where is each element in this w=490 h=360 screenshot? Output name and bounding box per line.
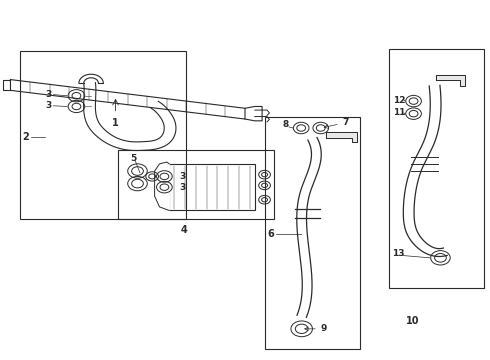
Polygon shape [436, 75, 465, 86]
Text: 7: 7 [324, 118, 349, 128]
Text: 10: 10 [406, 316, 419, 326]
Polygon shape [10, 80, 245, 119]
Polygon shape [326, 132, 357, 142]
Polygon shape [155, 162, 169, 211]
Text: 4: 4 [180, 225, 187, 235]
Text: 12: 12 [393, 95, 406, 104]
Text: 3: 3 [179, 172, 185, 181]
Bar [20, 51, 186, 220]
Text: 6: 6 [267, 229, 274, 239]
Text: 2: 2 [23, 132, 29, 142]
Bar [118, 149, 274, 220]
Text: 1: 1 [112, 118, 119, 128]
Text: 3: 3 [179, 183, 185, 192]
Text: 13: 13 [392, 249, 404, 258]
Text: 3: 3 [46, 101, 52, 110]
Bar [169, 164, 255, 211]
Bar [265, 117, 360, 348]
Text: 3: 3 [46, 90, 52, 99]
Text: 8: 8 [282, 120, 289, 129]
Text: 9: 9 [305, 324, 327, 333]
Bar [389, 49, 485, 288]
Text: 5: 5 [130, 154, 136, 163]
Text: 11: 11 [393, 108, 406, 117]
